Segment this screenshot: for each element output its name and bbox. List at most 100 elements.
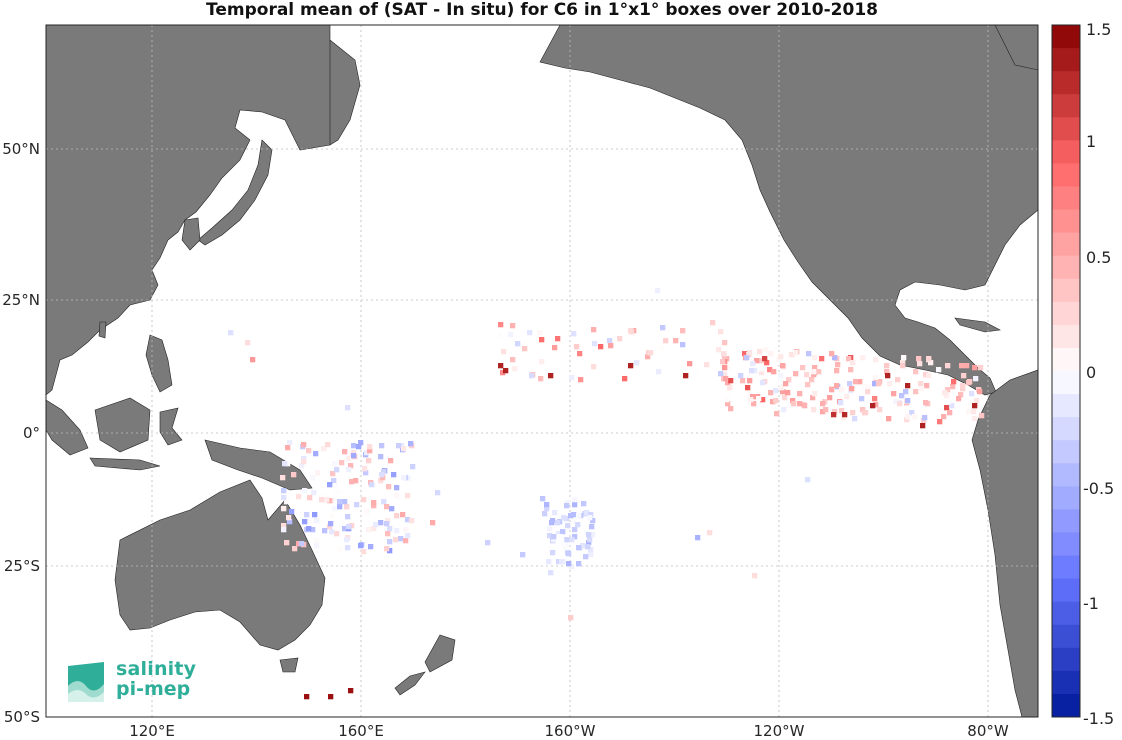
data-cell [315, 470, 321, 476]
data-cell [966, 409, 972, 415]
data-cell [754, 358, 760, 364]
data-cell [366, 527, 372, 533]
data-cell [539, 337, 545, 343]
data-cell [589, 524, 595, 530]
land-philippines [145, 334, 173, 393]
data-cell [800, 365, 806, 371]
data-cell [398, 536, 404, 542]
data-cell [748, 397, 754, 403]
data-cell [884, 369, 890, 375]
data-cell [944, 393, 950, 399]
data-cell [656, 369, 662, 375]
data-cell [747, 378, 753, 384]
data-cell [918, 381, 924, 387]
data-cell [655, 288, 661, 294]
map-frame [45, 24, 1039, 718]
data-cell [839, 408, 845, 414]
data-cell [872, 381, 878, 387]
data-cell [941, 414, 947, 420]
data-cell [722, 356, 728, 362]
data-cell [812, 355, 818, 361]
data-cell [852, 416, 858, 422]
data-cell [312, 512, 318, 518]
data-cell [823, 407, 829, 413]
data-cell [550, 550, 556, 556]
data-cell [811, 369, 817, 375]
data-cell [538, 376, 544, 382]
colorbar-band [1052, 509, 1080, 533]
data-cell [335, 490, 341, 496]
data-cell [721, 351, 727, 357]
data-cell [683, 373, 689, 379]
data-cell [569, 564, 575, 570]
colorbar-band [1052, 324, 1080, 349]
data-cell [776, 357, 782, 363]
data-cell [819, 356, 825, 362]
data-cell [578, 377, 584, 383]
data-cell [783, 381, 789, 387]
lat-label-0: 0° [23, 424, 40, 442]
data-cell [564, 537, 570, 543]
data-cell [329, 529, 335, 535]
data-cell [900, 360, 906, 366]
data-cell [334, 467, 340, 473]
data-cell [971, 409, 977, 415]
data-cell [572, 534, 578, 540]
data-cell [832, 409, 838, 415]
land-sumatra-java [46, 399, 161, 471]
data-cell [381, 499, 387, 505]
data-cell [747, 391, 753, 397]
data-cell [498, 363, 504, 369]
data-cell [960, 383, 966, 389]
data-cell [337, 504, 343, 510]
data-cell [351, 450, 357, 456]
data-cell [304, 694, 310, 700]
data-cell [608, 343, 614, 349]
data-cell [371, 526, 377, 532]
data-cell [344, 537, 350, 543]
land-tasmania [279, 657, 299, 673]
data-cell [529, 373, 535, 379]
data-cell [405, 493, 411, 499]
data-cell [873, 402, 879, 408]
colorbar-band [1052, 693, 1080, 718]
data-cell [328, 521, 334, 527]
data-cell [844, 394, 850, 400]
data-cell [944, 405, 950, 411]
data-cell [358, 543, 364, 549]
data-cell [774, 411, 780, 417]
data-cell [378, 478, 384, 484]
logo-line1: salinity [116, 658, 197, 680]
data-cell [576, 545, 582, 551]
data-cell [905, 414, 911, 420]
data-cell [598, 344, 604, 350]
data-cell [773, 388, 779, 394]
land-asia [46, 25, 346, 396]
data-cell [498, 322, 504, 328]
data-cell [873, 375, 879, 381]
data-cell [571, 519, 577, 525]
data-cell [569, 375, 575, 381]
cbar-tick-0: 0 [1086, 363, 1096, 382]
data-cell [972, 403, 978, 409]
data-cell [435, 490, 441, 496]
data-cell [306, 526, 312, 532]
data-cell [762, 356, 768, 362]
data-cell [742, 351, 748, 357]
data-cell [778, 373, 784, 379]
data-cell [302, 488, 308, 494]
data-cell [771, 369, 777, 375]
data-cell [544, 502, 550, 508]
data-cell [345, 545, 351, 551]
data-cell [778, 354, 784, 360]
data-cell [832, 355, 838, 361]
data-cell [946, 399, 952, 405]
data-cell [353, 478, 359, 484]
data-cell [501, 349, 507, 355]
colorbar-band [1052, 440, 1080, 464]
data-cell [385, 518, 391, 524]
graticule [46, 25, 1038, 717]
data-cell [396, 443, 402, 449]
data-cell [812, 391, 818, 397]
data-cell [820, 409, 826, 415]
